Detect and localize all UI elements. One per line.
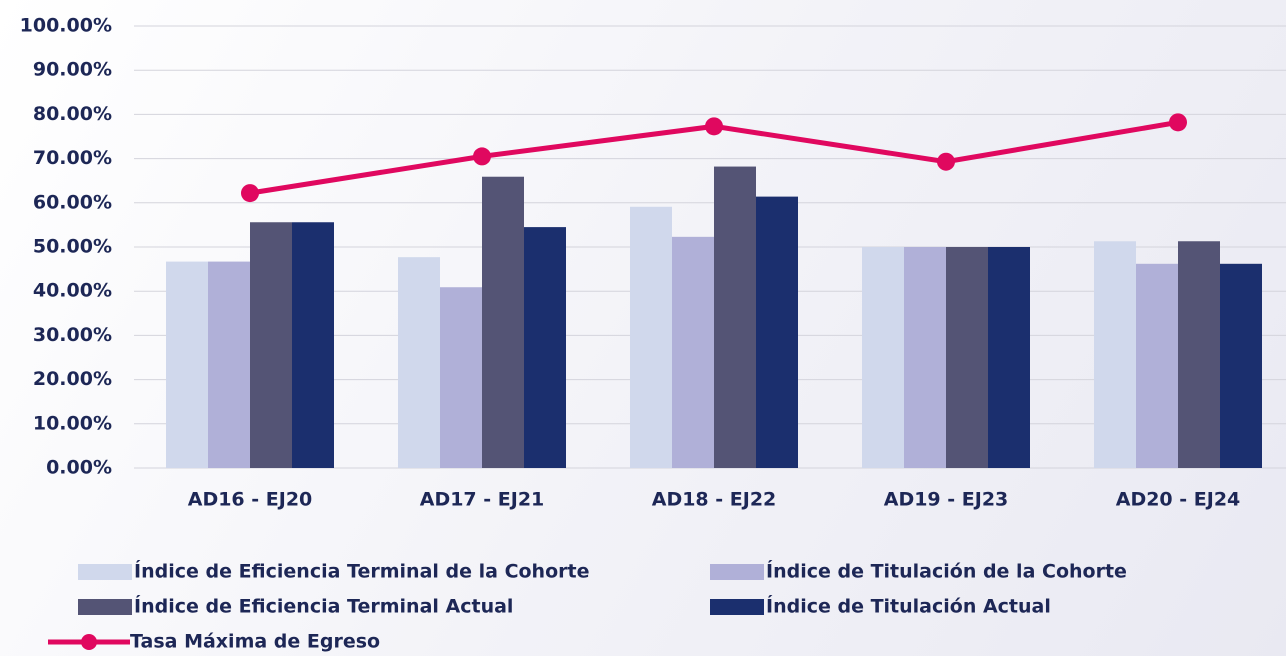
y-tick-label: 0.00% (46, 457, 112, 479)
bar (1220, 263, 1262, 468)
legend-label: Índice de Eficiencia Terminal de la Coho… (134, 560, 589, 583)
legend-swatch (710, 564, 764, 580)
y-tick-label: 20.00% (33, 368, 112, 390)
x-tick-label: AD18 - EJ22 (652, 489, 777, 511)
legend-swatch-dot (81, 634, 97, 650)
legend-swatch (710, 599, 764, 615)
bar (756, 196, 798, 468)
x-tick-label: AD20 - EJ24 (1116, 489, 1241, 511)
legend-label: Índice de Eficiencia Terminal Actual (134, 595, 513, 618)
y-tick-label: 100.00% (20, 15, 112, 37)
bar (166, 261, 208, 468)
line-point (1169, 113, 1187, 132)
bar (398, 257, 440, 468)
x-tick-label: AD16 - EJ20 (188, 489, 313, 511)
bar (714, 166, 756, 468)
line-point (705, 117, 723, 136)
legend-swatch (78, 599, 132, 615)
bar (630, 206, 672, 468)
line-point (241, 184, 259, 203)
bar (1136, 263, 1178, 468)
y-tick-label: 40.00% (33, 280, 112, 302)
bar (946, 247, 988, 468)
bar (904, 247, 946, 468)
y-tick-label: 60.00% (33, 191, 112, 213)
y-tick-label: 30.00% (33, 324, 112, 346)
legend-swatch (78, 564, 132, 580)
line-point (937, 152, 955, 171)
bar (988, 247, 1030, 468)
legend-label: Tasa Máxima de Egreso (130, 631, 380, 653)
bar (440, 287, 482, 468)
y-tick-label: 90.00% (33, 59, 112, 81)
bar (524, 227, 566, 468)
bar (672, 236, 714, 468)
x-tick-label: AD17 - EJ21 (420, 489, 545, 511)
y-tick-label: 70.00% (33, 147, 112, 169)
bar (1178, 241, 1220, 468)
y-tick-label: 10.00% (33, 412, 112, 434)
line-point (473, 147, 491, 166)
y-tick-label: 50.00% (33, 236, 112, 258)
bar (292, 222, 334, 468)
bar (1094, 241, 1136, 468)
legend-label: Índice de Titulación de la Cohorte (766, 560, 1127, 583)
bar (482, 176, 524, 469)
bar (250, 222, 292, 468)
bar (862, 247, 904, 468)
legend-label: Índice de Titulación Actual (766, 595, 1051, 618)
bar (208, 261, 250, 468)
x-tick-label: AD19 - EJ23 (884, 489, 1009, 511)
y-tick-label: 80.00% (33, 103, 112, 125)
